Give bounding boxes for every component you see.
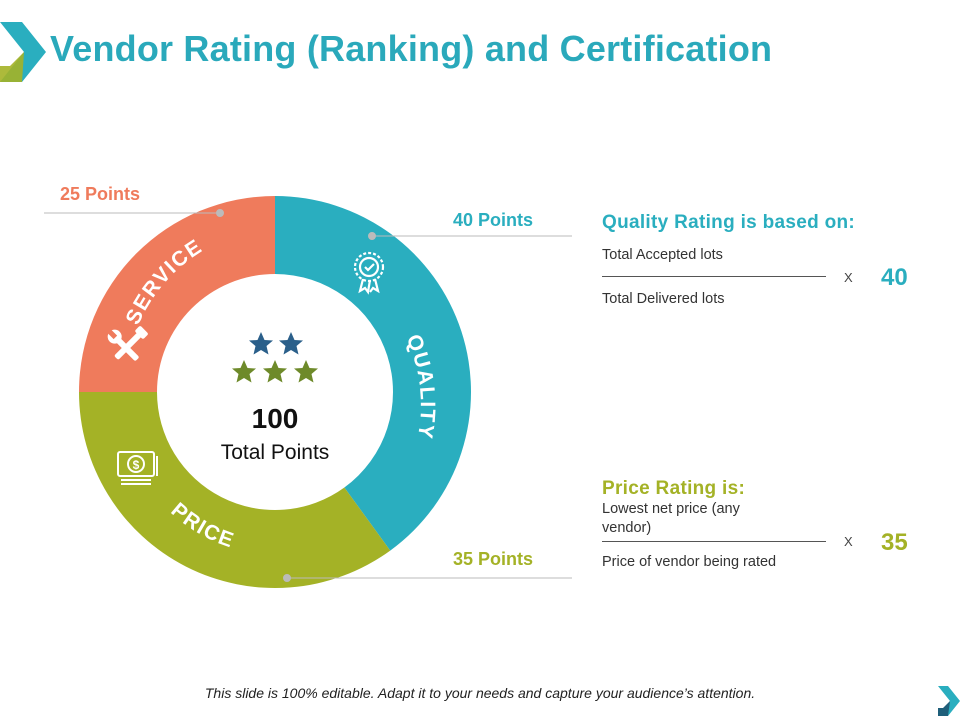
quality-segment	[275, 196, 471, 551]
quality-leader-dot	[368, 232, 376, 240]
service-points-label: 25 Points	[60, 184, 141, 204]
rating-stars	[232, 332, 318, 383]
service-leader-dot	[216, 209, 224, 217]
quality-numerator: Total Accepted lots	[602, 247, 723, 263]
money-stack-icon: $	[117, 451, 158, 485]
price-rating-value: 35	[881, 529, 908, 556]
price-segment	[78, 392, 391, 588]
center-total-label: Total Points	[221, 441, 330, 464]
price-points-label: 35 Points	[453, 549, 534, 569]
price-fraction-line	[602, 541, 826, 542]
footer-note: This slide is 100% editable. Adapt it to…	[204, 685, 756, 701]
star-icon	[232, 360, 256, 383]
quality-denominator: Total Delivered lots	[602, 291, 725, 307]
star-icon	[279, 332, 303, 355]
price-denominator: Price of vendor being rated	[602, 554, 777, 570]
chevron-right-icon	[0, 22, 46, 82]
award-badge-icon	[353, 251, 385, 295]
page-title: Vendor Rating (Ranking) and Certificatio…	[50, 28, 773, 69]
quality-rating-value: 40	[881, 264, 908, 291]
price-rating-heading: Price Rating is:	[602, 478, 746, 499]
service-segment	[79, 196, 275, 392]
quality-times-sign: X	[844, 270, 853, 285]
quality-fraction-line	[602, 276, 826, 277]
star-icon	[294, 360, 318, 383]
star-icon	[249, 332, 273, 355]
quality-rating-heading: Quality Rating is based on:	[602, 212, 856, 233]
rating-donut-chart: QUALITY SERVICE PRICE $	[44, 196, 572, 588]
tools-icon	[107, 326, 148, 361]
price-numerator: Lowest net price (any vendor)	[602, 501, 740, 536]
chevron-right-icon	[938, 686, 960, 716]
center-total-value: 100	[252, 403, 299, 434]
quality-points-label: 40 Points	[453, 210, 534, 230]
star-icon	[263, 360, 287, 383]
price-leader-dot	[283, 574, 291, 582]
svg-text:$: $	[133, 458, 140, 472]
price-times-sign: X	[844, 534, 853, 549]
